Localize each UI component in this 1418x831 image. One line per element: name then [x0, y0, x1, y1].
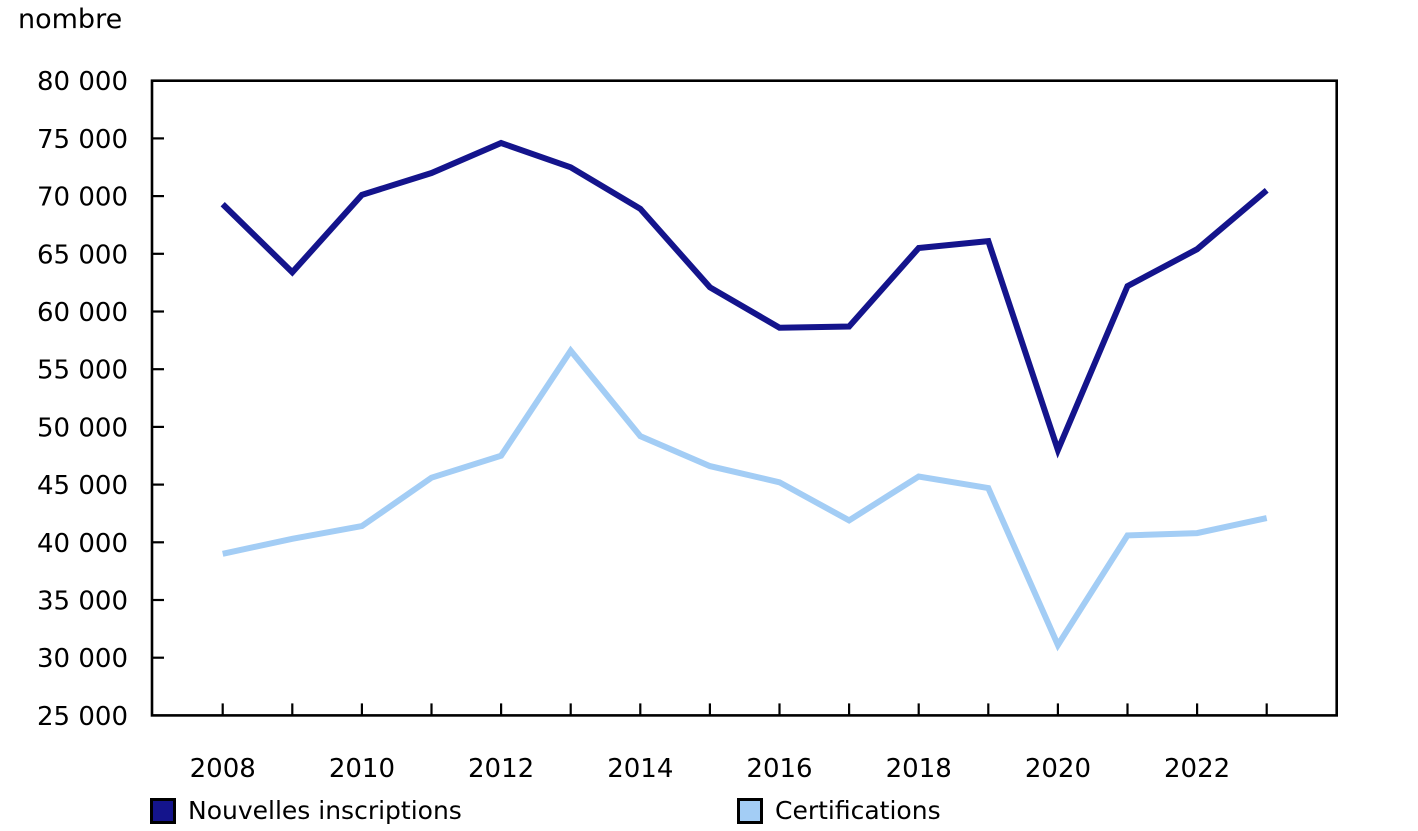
legend-item-certifications: Certifications — [737, 796, 941, 825]
x-axis-tick-label: 2010 — [329, 754, 395, 784]
series-line-certifications — [222, 345, 1268, 652]
legend-item-nouvelles-inscriptions: Nouvelles inscriptions — [150, 796, 462, 825]
series-line-nouvelles-inscriptions — [220, 139, 1269, 459]
y-axis-tick-label: 65 000 — [37, 240, 128, 270]
y-axis-tick-label: 35 000 — [37, 587, 128, 617]
y-axis-tick-label: 50 000 — [37, 413, 128, 443]
x-axis-tick-label: 2014 — [607, 754, 673, 784]
x-axis-tick-label: 2016 — [746, 754, 812, 784]
y-axis-title: nombre — [18, 4, 123, 35]
y-axis-tick-label: 80 000 — [37, 67, 128, 97]
x-axis-tick-label: 2008 — [190, 754, 256, 784]
x-axis-tick-label: 2018 — [886, 754, 952, 784]
y-axis-tick-label: 70 000 — [37, 183, 128, 213]
y-axis-tick-label: 45 000 — [37, 471, 128, 501]
legend-swatch-certifications — [737, 797, 763, 824]
legend-label-certifications: Certifications — [775, 796, 941, 825]
x-axis-tick-label: 2012 — [468, 754, 534, 784]
y-axis-tick-label: 30 000 — [37, 644, 128, 674]
y-axis-tick-label: 55 000 — [37, 356, 128, 386]
legend-label-nouvelles-inscriptions: Nouvelles inscriptions — [188, 796, 462, 825]
y-axis-tick-label: 60 000 — [37, 298, 128, 328]
x-axis-tick-label: 2020 — [1025, 754, 1091, 784]
y-axis-tick-label: 40 000 — [37, 529, 128, 559]
plot-border — [150, 79, 1338, 717]
y-axis-tick-label: 25 000 — [37, 702, 128, 732]
y-axis-tick-label: 75 000 — [37, 125, 128, 155]
x-axis-tick-label: 2022 — [1164, 754, 1230, 784]
legend-swatch-nouvelles-inscriptions — [150, 797, 176, 824]
